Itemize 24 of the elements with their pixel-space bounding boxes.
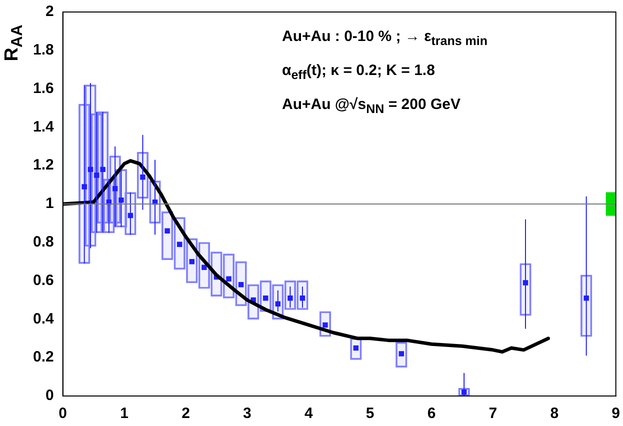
y-tick-label: 0.8	[32, 234, 54, 251]
annotation: Au+Au : 0-10 % ; → ε$_{trans min}$	[282, 28, 488, 48]
x-tick-label: 6	[427, 405, 436, 422]
y-tick-label: 1.6	[32, 80, 54, 97]
y-tick-label: 1.2	[32, 156, 54, 174]
annotation: α$_{eff}$(t); κ = 0.2; K = 1.8	[282, 62, 435, 82]
x-tick-label: 0	[58, 405, 68, 422]
y-tick-label: 1.8	[32, 42, 54, 59]
y-tick-label: 0.4	[32, 310, 54, 328]
y-tick-label: 0	[46, 387, 54, 404]
x-tick-label: 1	[120, 405, 128, 422]
x-tick-label: 3	[243, 405, 252, 422]
y-tick-label: 0.6	[32, 272, 54, 289]
x-tick-label: 4	[304, 405, 314, 422]
y-tick-label: 2	[46, 3, 54, 20]
annotation: Au+Au @√s$_{NN}$ = 200 GeV	[282, 96, 460, 116]
x-tick-label: 9	[612, 405, 620, 422]
x-tick-label: 8	[550, 405, 559, 422]
y-tick-label: 1	[46, 195, 54, 212]
x-tick-label: 5	[366, 405, 374, 422]
y-tick-label: 1.4	[32, 118, 54, 136]
y-tick-label: 0.2	[32, 348, 54, 366]
x-tick-label: 7	[488, 405, 498, 422]
x-tick-label: 2	[182, 405, 190, 422]
